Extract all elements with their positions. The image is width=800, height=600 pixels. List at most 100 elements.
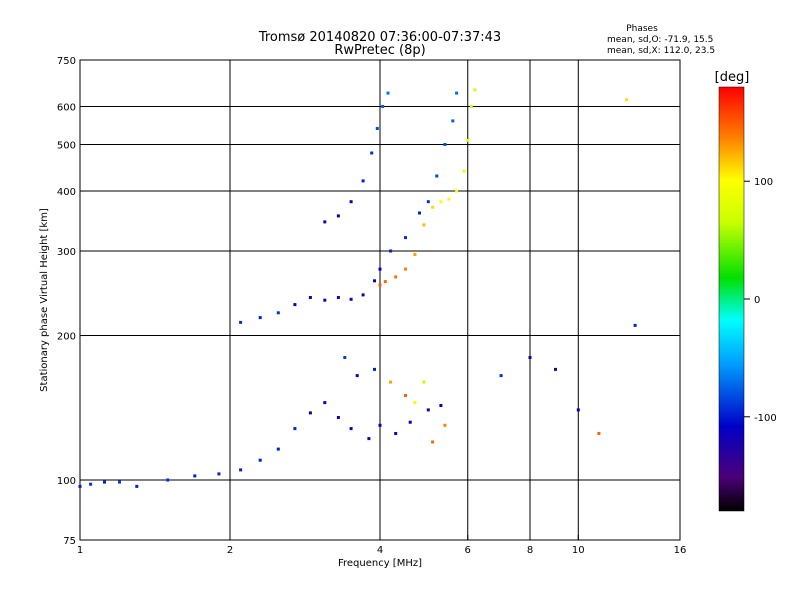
data-point [361, 179, 365, 183]
data-point [422, 223, 426, 227]
data-point [370, 151, 374, 155]
data-point [355, 374, 359, 378]
data-point [378, 283, 382, 287]
x-tick-label: 8 [527, 545, 533, 556]
data-point [166, 478, 170, 482]
data-point [239, 468, 243, 472]
data-point [439, 404, 443, 407]
y-tick-label: 750 [57, 56, 76, 67]
data-point [239, 320, 243, 324]
data-point [89, 482, 93, 486]
colorbar [718, 86, 745, 512]
y-tick-label: 200 [57, 332, 76, 343]
data-point [389, 380, 393, 384]
data-point [367, 437, 371, 441]
y-tick-label: 300 [57, 247, 76, 258]
x-tick-label: 6 [465, 545, 471, 556]
data-point [349, 200, 353, 204]
data-point [361, 293, 365, 297]
x-axis-ticks: 1 2 4 6 8 10 16 [77, 535, 687, 556]
data-point [336, 416, 340, 419]
data-point [426, 408, 430, 412]
data-point [378, 423, 382, 427]
data-point [217, 472, 221, 476]
data-points [78, 88, 637, 488]
phases-heading: Phases [626, 24, 658, 34]
data-point [394, 432, 398, 435]
data-point [373, 367, 376, 371]
data-point [323, 220, 327, 224]
data-point [443, 423, 447, 427]
y-axis-label: Stationary phase Virtual Height [km] [39, 208, 50, 392]
data-point [276, 311, 280, 315]
data-point [276, 447, 280, 451]
data-point [528, 356, 532, 359]
data-point [258, 316, 262, 320]
data-point [431, 440, 435, 444]
data-point [462, 169, 466, 173]
y-tick-label: 500 [57, 141, 76, 152]
y-tick-label: 400 [57, 187, 76, 198]
data-point [378, 267, 382, 271]
data-point [336, 296, 340, 299]
chart-title-line1: Tromsø 20140820 07:36:00-07:37:43 [258, 30, 501, 45]
data-point [394, 275, 398, 279]
y-tick-label: 600 [57, 103, 76, 114]
x-tick-label: 2 [227, 545, 233, 556]
grid-lines [80, 60, 680, 540]
data-point [323, 401, 327, 405]
data-point [408, 420, 412, 424]
y-axis-ticks: 750 600 500 400 300 200 100 75 [57, 56, 85, 547]
data-point [455, 91, 459, 95]
data-point [466, 138, 470, 142]
data-point [473, 88, 477, 92]
data-point [554, 367, 557, 371]
data-point [431, 205, 435, 209]
data-point [308, 411, 312, 415]
data-point [418, 211, 421, 215]
data-point [625, 98, 629, 102]
x-tick-label: 1 [77, 545, 83, 556]
colorbar-tick-label: 100 [754, 177, 773, 188]
data-point [404, 236, 407, 240]
data-point [455, 189, 459, 193]
chart-title-line2: RwPretec (8p) [334, 43, 425, 58]
data-point [597, 432, 601, 435]
data-point [443, 143, 447, 146]
data-point [404, 394, 407, 397]
data-point [383, 280, 387, 284]
colorbar-tick-label: 0 [754, 295, 760, 306]
data-point [426, 200, 430, 204]
x-tick-label: 4 [377, 545, 383, 556]
data-point [78, 484, 82, 488]
data-point [447, 197, 451, 201]
data-point [308, 296, 312, 299]
x-axis-label: Frequency [MHz] [338, 558, 422, 569]
data-point [451, 119, 455, 123]
data-point [422, 380, 426, 384]
data-point [293, 427, 297, 431]
data-point [135, 484, 139, 488]
data-point [343, 356, 347, 359]
data-point [413, 253, 417, 256]
y-tick-label: 75 [63, 536, 76, 547]
data-point [336, 214, 340, 218]
data-point [375, 127, 379, 130]
y-tick-label: 100 [57, 476, 76, 487]
data-point [413, 401, 417, 405]
colorbar-tick-label: -100 [754, 413, 777, 424]
colorbar-label: [deg] [715, 70, 750, 85]
x-tick-label: 16 [674, 545, 687, 556]
data-point [349, 297, 353, 301]
colorbar-ticks: 100 0 -100 [744, 177, 777, 424]
data-point [193, 474, 197, 478]
data-point [323, 298, 327, 302]
data-point [499, 374, 503, 378]
phases-line-o: mean, sd,O: -71.9, 15.5 [607, 35, 713, 45]
phases-line-x: mean, sd,X: 112.0, 23.5 [607, 46, 715, 56]
data-point [381, 105, 385, 108]
data-point [293, 303, 297, 307]
data-point [435, 174, 439, 178]
data-point [373, 279, 376, 283]
data-point [469, 105, 473, 108]
